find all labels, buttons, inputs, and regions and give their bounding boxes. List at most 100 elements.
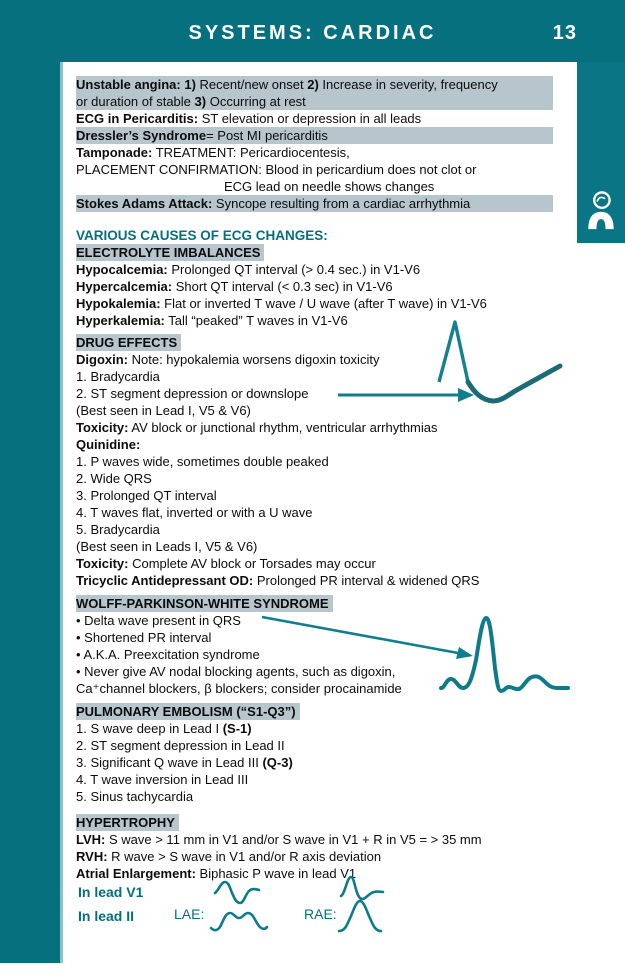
text-segment: 4. T wave inversion in Lead III [76,772,249,787]
text-segment: • Never give AV nodal blocking agents, s… [76,664,396,679]
text-line: • Never give AV nodal blocking agents, s… [76,663,553,680]
text-segment: 2. ST segment depression in Lead II [76,738,285,753]
text-segment: TREATMENT: Pericardiocentesis, [152,145,350,160]
text-line: Hyperkalemia: Tall “peaked” T waves in V… [76,312,553,329]
delta-wave-arrow [261,615,473,659]
text-line: Digoxin: Note: hypokalemia worsens digox… [76,351,553,368]
text-segment: Hypercalcemia: [76,279,173,294]
in-lead-v1-label: In lead V1 [78,884,144,900]
text-segment: LVH: [76,832,106,847]
text-line: ELECTROLYTE IMBALANCES [76,244,553,261]
header-bar [0,0,625,62]
text-segment: Syncope resulting from a cardiac arrhyth… [212,196,471,211]
spacer [76,212,553,227]
section-side-tab [577,62,625,243]
text-line: 1. P waves wide, sometimes double peaked [76,453,553,470]
text-segment: Increase in severity, frequency [318,77,498,92]
text-segment: Hyperkalemia: [76,313,165,328]
text-line: RVH: R wave > S wave in V1 and/or R axis… [76,848,553,865]
text-segment: Biphasic P wave in lead V1 [195,866,357,881]
lae-v1-waveform [213,880,261,905]
text-segment: 3. Significant Q wave in Lead III [76,755,263,770]
text-segment: Tall “peaked” T waves in V1-V6 [164,313,348,328]
text-segment: = Post MI pericarditis [206,128,328,143]
text-line: Quinidine: [76,436,553,453]
arrowhead-icon [458,388,474,402]
text-segment: Complete AV block or Torsades may occur [128,556,376,571]
text-line: 2. ST segment depression in Lead II [76,737,553,754]
text-line: Hypokalemia: Flat or inverted T wave / U… [76,295,553,312]
text-line: 1. Bradycardia [76,368,553,385]
text-segment: 2. Wide QRS [76,471,152,486]
text-segment: PLACEMENT CONFIRMATION: Blood in pericar… [76,162,477,177]
text-line: VARIOUS CAUSES OF ECG CHANGES: [76,227,553,244]
text-segment: Stokes Adams Attack: [76,196,213,211]
text-segment: Toxicity: [76,420,129,435]
arrowhead-icon [456,647,473,659]
text-segment: Note: hypokalemia worsens digoxin toxici… [128,352,380,367]
text-segment: Atrial Enlargement: [76,866,196,881]
text-line: 2. Wide QRS [76,470,553,487]
text-line: WOLFF-PARKINSON-WHITE SYNDROME [76,595,553,612]
text-line: DRUG EFFECTS [76,334,553,351]
text-segment: (Best seen in Leads I, V5 & V6) [76,539,258,554]
text-line: (Best seen in Leads I, V5 & V6) [76,538,553,555]
text-line: 4. T waves flat, inverted or with a U wa… [76,504,553,521]
text-segment: ECG in Pericarditis: [76,111,199,126]
text-line: 4. T wave inversion in Lead III [76,771,553,788]
text-line: Toxicity: Complete AV block or Torsades … [76,555,553,572]
text-line: Dressler’s Syndrome= Post MI pericarditi… [76,127,553,144]
text-line: Unstable angina: 1) Recent/new onset 2) … [76,76,553,93]
rae-v1-waveform [339,875,385,901]
text-line: ECG lead on needle shows changes [76,178,553,195]
lae-lead2-waveform [209,911,269,932]
text-line: LVH: S wave > 11 mm in V1 and/or S wave … [76,831,553,848]
text-segment: Hypokalemia: [76,296,161,311]
rae-lead2-waveform [337,899,383,933]
scooped-st-segment-waveform [465,363,563,404]
text-segment: or duration of stable [76,94,195,109]
text-line: ECG in Pericarditis: ST elevation or dep… [76,110,553,127]
qrs-spike-waveform [437,320,470,383]
text-segment: WOLFF-PARKINSON-WHITE SYNDROME [76,595,333,612]
text-line: (Best seen in Lead I, V5 & V6) [76,402,553,419]
text-segment: ST elevation or depression in all leads [198,111,422,126]
text-segment: Ca⁺channel blockers, β blockers; conside… [76,681,402,696]
text-line: • A.K.A. Preexcitation syndrome [76,646,553,663]
text-segment: AV block or junctional rhythm, ventricul… [128,420,438,435]
text-segment: 1. P waves wide, sometimes double peaked [76,454,329,469]
text-line: PLACEMENT CONFIRMATION: Blood in pericar… [76,161,553,178]
text-segment: S wave > 11 mm in V1 and/or S wave in V1… [105,832,482,847]
text-segment: 3) [194,94,207,109]
text-segment: VARIOUS CAUSES OF ECG CHANGES: [76,228,328,243]
text-segment: Flat or inverted T wave / U wave (after … [160,296,487,311]
border-highlight [60,62,63,963]
text-line: 5. Sinus tachycardia [76,788,553,805]
text-line: PULMONARY EMBOLISM (“S1-Q3”) [76,703,553,720]
text-segment: • Delta wave present in QRS [76,613,241,628]
text-segment: RVH: [76,849,108,864]
text-line: HYPERTROPHY [76,814,553,831]
text-line: Hypocalcemia: Prolonged QT interval (> 0… [76,261,553,278]
text-line: 1. S wave deep in Lead I (S-1) [76,720,553,737]
text-line: or duration of stable 3) Occurring at re… [76,93,553,110]
text-segment: Hypocalcemia: [76,262,168,277]
text-line: • Delta wave present in QRS [76,612,553,629]
text-line: Atrial Enlargement: Biphasic P wave in l… [76,865,553,882]
text-segment: Recent/new onset [195,77,308,92]
text-segment: (S-1) [222,721,252,736]
text-segment: ELECTROLYTE IMBALANCES [76,244,265,261]
content-lines: Unstable angina: 1) Recent/new onset 2) … [76,76,553,882]
text-segment: • A.K.A. Preexcitation syndrome [76,647,260,662]
text-line: Tricyclic Antidepressant OD: Prolonged P… [76,572,553,589]
text-segment: 2) [307,77,319,92]
digoxin-st-scoop-ecg-figure [338,320,563,404]
text-line: Tamponade: TREATMENT: Pericardiocentesis… [76,144,553,161]
text-segment: PULMONARY EMBOLISM (“S1-Q3”) [76,703,300,720]
spacer [76,805,553,814]
text-segment: Tamponade: [76,145,153,160]
text-segment: 2. ST segment depression or downslope [76,386,309,401]
delta-wave-qrs-waveform [439,615,570,693]
in-lead-ii-label: In lead II [78,908,135,924]
lae-label: LAE: [174,906,205,922]
